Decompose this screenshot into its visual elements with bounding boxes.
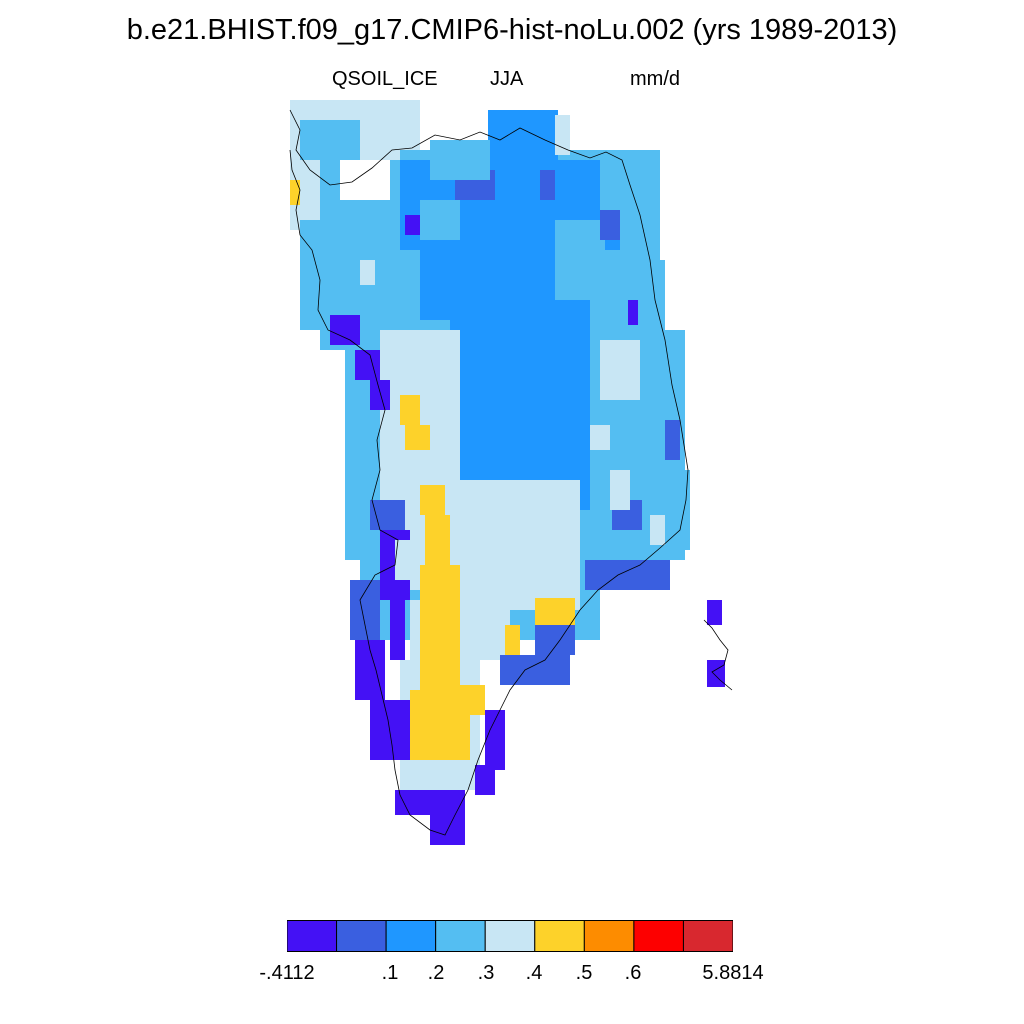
colorbar-swatch <box>336 920 387 952</box>
map-cell <box>488 110 558 160</box>
map-cell <box>650 515 665 545</box>
colorbar-swatch <box>484 920 536 952</box>
map-cell <box>300 120 360 160</box>
map-cell <box>555 220 605 300</box>
map-cell <box>555 115 570 155</box>
map-cell <box>425 515 450 565</box>
map-cell <box>350 580 380 640</box>
colorbar-label: .5 <box>575 962 593 984</box>
map-cell <box>290 180 300 205</box>
map-cell <box>535 598 575 628</box>
plot-title: b.e21.BHIST.f09_g17.CMIP6-hist-noLu.002 … <box>126 14 898 46</box>
map-cell <box>405 215 420 235</box>
coastline-island <box>703 619 733 691</box>
map-cell <box>300 230 320 330</box>
map-cell <box>707 660 725 687</box>
map-cell <box>420 565 460 695</box>
colorbar-label: .1 <box>381 962 399 984</box>
map-cell <box>485 710 505 770</box>
map-cell <box>540 170 555 200</box>
colorbar-swatch <box>633 920 684 952</box>
map-cell <box>405 425 430 450</box>
map-cell <box>430 810 465 845</box>
colorbar-label: 5.8814 <box>702 962 764 984</box>
variable-label: QSOIL_ICE <box>332 68 438 90</box>
map-cell <box>395 540 410 580</box>
map-cell <box>628 300 638 325</box>
map-cell <box>340 160 390 200</box>
map-cell <box>420 200 460 240</box>
colorbar-swatch <box>287 920 338 952</box>
colorbar-label: .2 <box>427 962 445 984</box>
map-cell <box>370 500 405 530</box>
colorbar-label: .4 <box>525 962 543 984</box>
map-cell <box>440 480 580 610</box>
map-cell <box>470 230 490 250</box>
map-cell <box>500 655 570 685</box>
colorbar-swatch <box>682 920 733 952</box>
coastline <box>289 109 733 836</box>
season-label: JJA <box>490 68 524 90</box>
map-cell <box>610 470 630 510</box>
map-cells <box>290 100 725 845</box>
map-cell <box>390 600 405 660</box>
colorbar-swatch <box>385 920 437 952</box>
map-cell <box>360 260 375 285</box>
map-cell <box>330 315 360 345</box>
map-cell <box>400 395 420 425</box>
colorbar <box>287 920 733 952</box>
colorbar-label: .6 <box>624 962 642 984</box>
coastline-outline <box>289 109 689 836</box>
map-cell <box>585 560 670 590</box>
map-cell <box>535 625 575 655</box>
map-cell <box>430 140 490 180</box>
map-cell <box>340 260 360 300</box>
map-cell <box>420 485 445 515</box>
colorbar-label: .3 <box>477 962 495 984</box>
map-cell <box>455 685 485 715</box>
map-cell <box>355 350 380 380</box>
colorbar-swatch <box>534 920 585 952</box>
map-cell <box>590 425 610 450</box>
colorbar-label: -.4112 <box>259 962 315 984</box>
colorbar-swatch <box>583 920 635 952</box>
map-cell <box>640 260 665 460</box>
map-cell <box>450 300 590 510</box>
map-cell <box>475 765 495 795</box>
map-cell <box>600 340 640 400</box>
colorbar-swatch <box>435 920 486 952</box>
units-label: mm/d <box>630 68 680 90</box>
map-cell <box>707 600 722 625</box>
map-cell <box>505 625 520 655</box>
map-cell <box>370 380 390 410</box>
